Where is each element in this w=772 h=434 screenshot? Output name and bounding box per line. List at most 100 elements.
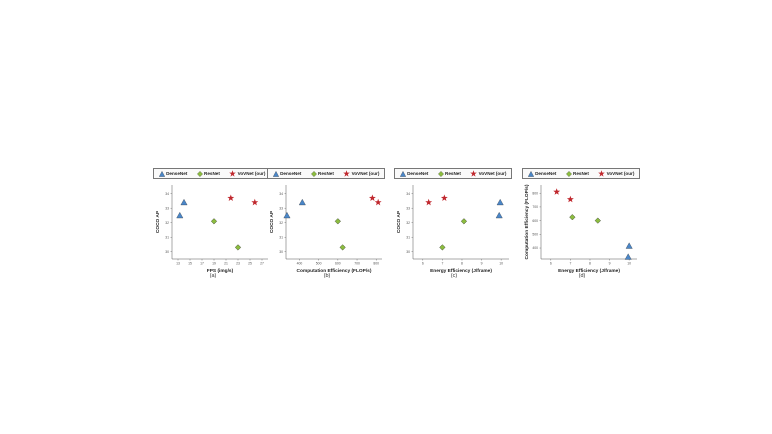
legend-densenet: DenseNet [272,170,302,177]
x-tick-label: 8 [461,262,463,266]
panel-a: DenseNet ResNet VoVNet (our) 13 15 17 19 21 2… [153,168,273,284]
star-icon [598,170,605,177]
legend-resnet: ResNet [437,170,461,177]
x-axis-label: Energy Efficiency (J/frame) [430,268,492,274]
triangle-icon [272,170,279,177]
star-icon [229,170,236,177]
point-densenet [496,198,504,206]
x-tick-label: 7 [569,262,571,266]
point-vovnet-our [227,194,235,201]
point-vovnet-our [374,198,382,206]
x-tick-label: 21 [224,262,228,266]
x-tick-label: 600 [335,262,341,266]
triangle-icon [158,170,165,177]
point-resnet [439,244,446,251]
x-tick-label: 400 [297,262,303,266]
x-tick-label: 7 [441,262,443,266]
y-tick-label: 32 [165,221,169,225]
x-tick-label: 13 [176,262,180,266]
series-densenet [176,198,188,219]
legend-densenet-label: DenseNet [166,171,188,176]
point-densenet [283,211,291,219]
x-tick-label: 10 [499,262,503,266]
y-tick-label: 33 [279,206,283,210]
y-tick-label: 700 [532,205,538,209]
point-resnet [594,217,601,224]
series-densenet [495,198,504,219]
panel-c: DenseNet ResNet VoVNet (our) 6 7 8 9 10 30 31 3… [394,168,514,284]
x-tick-label: 700 [354,262,360,266]
y-tick-label: 400 [532,246,538,250]
x-tick-label: 6 [422,262,424,266]
y-tick-label: 34 [406,192,410,196]
series-vovnet-our [368,194,382,206]
series-resnet [569,214,601,224]
series-densenet [624,242,633,260]
legend-densenet-label: DenseNet [535,171,557,176]
diamond-icon [310,170,317,177]
chart-d: 6 7 8 9 10 400 500 600 700 800 Energy Efficiency (… [524,184,637,274]
series-resnet [334,218,346,251]
x-axis-label: FPS (img/s) [207,268,234,274]
panel-b: DenseNet ResNet VoVNet (our) 400 500 600 70… [267,168,387,284]
y-tick-label: 600 [532,219,538,223]
x-tick-label: 10 [627,262,631,266]
legend-resnet: ResNet [196,170,220,177]
x-tick-label: 27 [260,262,264,266]
point-densenet [298,198,306,206]
diamond-icon [565,170,572,177]
diamond-icon [437,170,444,177]
y-axis-label: COCO AP [155,210,161,233]
caption-d: (d) [578,273,586,279]
legend-resnet: ResNet [565,170,589,177]
legend-vovnet: VoVNet (our) [598,170,634,177]
chart-a: 13 15 17 19 21 23 25 27 30 31 32 33 34 FPS (img/s) COC… [155,185,268,274]
legend-resnet-label: ResNet [573,171,589,176]
x-tick-label: 17 [200,262,204,266]
legend-vovnet-label: VoVNet (our) [478,171,507,176]
x-tick-label: 15 [188,262,192,266]
y-tick-label: 32 [279,221,283,225]
y-tick-label: 32 [406,221,410,225]
point-resnet [334,218,341,225]
legend: DenseNet ResNet VoVNet (our) [394,168,512,179]
point-densenet [180,198,188,206]
point-resnet [460,218,468,225]
legend-densenet-label: DenseNet [280,171,302,176]
y-tick-label: 800 [532,191,538,195]
legend-vovnet: VoVNet (our) [343,170,379,177]
x-tick-label: 9 [609,262,611,266]
panel-d: DenseNet ResNet VoVNet (our) 6 7 8 9 10 400 50… [522,168,642,284]
x-tick-label: 23 [236,262,240,266]
y-tick-label: 30 [279,250,283,254]
point-vovnet-our [566,195,574,203]
point-resnet [234,244,242,251]
point-resnet [210,218,218,225]
caption-b: (b) [323,273,331,279]
x-tick-label: 9 [481,262,483,266]
y-axis-label: COCO AP [269,210,275,233]
y-tick-label: 30 [406,250,410,254]
triangle-icon [527,170,534,177]
series-resnet [439,218,468,251]
series-vovnet-our [553,188,574,203]
legend-vovnet-label: VoVNet (our) [606,171,635,176]
legend-densenet: DenseNet [158,170,188,177]
x-axis-label: Energy Efficiency (J/frame) [558,268,620,274]
point-resnet [569,214,576,221]
caption-c: (c) [450,273,458,279]
point-vovnet-our [440,194,448,201]
y-tick-label: 33 [406,206,410,210]
caption-a: (a) [209,273,217,279]
legend: DenseNet ResNet VoVNet (our) [267,168,385,179]
y-tick-label: 34 [165,192,169,196]
legend-resnet-label: ResNet [318,171,334,176]
legend-resnet: ResNet [310,170,334,177]
point-vovnet-our [425,198,433,206]
x-tick-label: 500 [316,262,322,266]
legend-resnet-label: ResNet [204,171,220,176]
point-vovnet-our [553,188,561,195]
chart-b: 400 500 600 700 800 30 31 32 33 34 Computation Eff… [269,185,382,274]
series-resnet [210,218,242,251]
legend-vovnet: VoVNet (our) [229,170,265,177]
